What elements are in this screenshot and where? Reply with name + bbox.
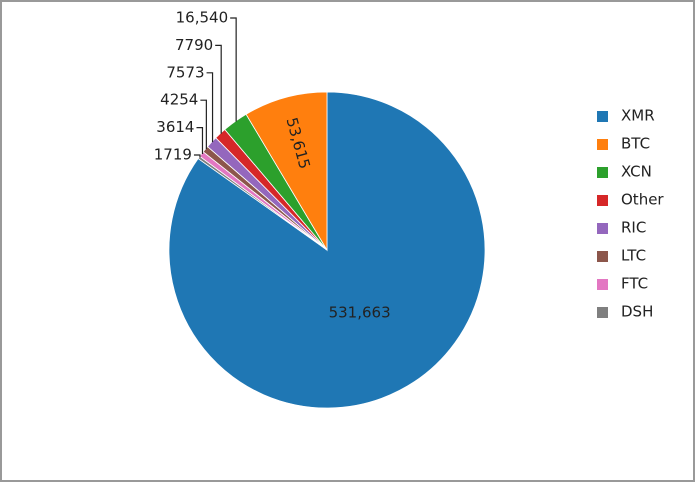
legend-swatch	[597, 223, 608, 234]
legend-label: BTC	[621, 135, 650, 153]
legend-label: DSH	[621, 303, 653, 321]
legend-swatch	[597, 307, 608, 318]
leader-line	[200, 99, 207, 150]
leader-line	[206, 72, 214, 143]
legend-label: Other	[621, 191, 664, 209]
legend-swatch	[597, 167, 608, 178]
legend-label: LTC	[621, 247, 646, 265]
pie-slice	[245, 91, 328, 252]
legend-label: XCN	[621, 163, 652, 181]
legend-swatch	[597, 251, 608, 262]
slice-label: 3614	[156, 118, 194, 136]
leader-line	[230, 17, 237, 122]
legend-swatch	[597, 111, 608, 122]
slice-label: 7573	[166, 63, 204, 81]
slice-label: 16,540	[176, 9, 229, 27]
slice-label: 4254	[160, 91, 198, 109]
legend-swatch	[597, 279, 608, 290]
slice-label: 531,663	[329, 304, 391, 322]
legend-label: XMR	[621, 107, 655, 125]
leader-line	[215, 44, 222, 134]
slice-label: 1719	[154, 146, 192, 164]
legend-label: RIC	[621, 219, 646, 237]
legend-swatch	[597, 139, 608, 150]
legend-swatch	[597, 195, 608, 206]
leader-line	[196, 126, 204, 155]
legend-label: FTC	[621, 275, 648, 293]
slice-label: 7790	[175, 36, 213, 54]
leader-line	[193, 154, 201, 158]
